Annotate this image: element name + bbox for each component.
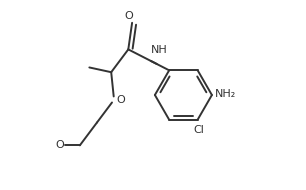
Text: NH: NH — [151, 45, 167, 55]
Text: NH₂: NH₂ — [215, 89, 236, 99]
Text: O: O — [124, 11, 133, 21]
Text: O: O — [116, 95, 125, 105]
Text: Cl: Cl — [193, 125, 204, 135]
Text: O: O — [55, 140, 64, 150]
